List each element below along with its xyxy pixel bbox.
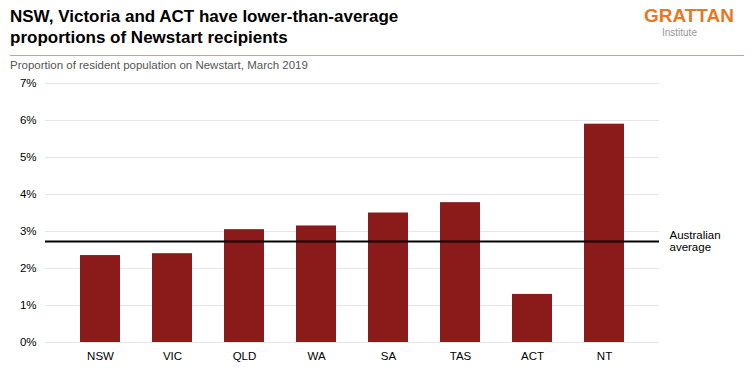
svg-text:NSW: NSW — [87, 349, 114, 361]
svg-text:2%: 2% — [20, 262, 37, 274]
html-text:GRATTAN: GRATTAN — [643, 5, 734, 26]
svg-text:SA: SA — [381, 349, 397, 361]
html-text:proportions of Newstart recipi: proportions of Newstart recipients — [10, 28, 288, 48]
svg-text:VIC: VIC — [163, 349, 182, 361]
svg-text:TAS: TAS — [450, 349, 472, 361]
svg-text:3%: 3% — [20, 225, 37, 237]
svg-text:5%: 5% — [20, 151, 37, 163]
svg-text:ACT: ACT — [521, 349, 544, 361]
svg-text:1%: 1% — [20, 299, 37, 311]
svg-text:6%: 6% — [20, 114, 37, 126]
svg-text:0%: 0% — [20, 336, 37, 348]
svg-text:7%: 7% — [20, 77, 37, 89]
svg-text:QLD: QLD — [233, 349, 257, 361]
svg-text:Australianaverage: Australianaverage — [670, 229, 721, 253]
svg-text:4%: 4% — [20, 188, 37, 200]
html-text:Proportion of resident populat: Proportion of resident population on New… — [10, 58, 308, 71]
svg-text:WA: WA — [307, 349, 325, 361]
html-text:Institute: Institute — [661, 26, 697, 38]
html-text:NSW, Victoria and ACT have low: NSW, Victoria and ACT have lower-than-av… — [10, 7, 399, 26]
svg-text:NT: NT — [597, 349, 612, 361]
